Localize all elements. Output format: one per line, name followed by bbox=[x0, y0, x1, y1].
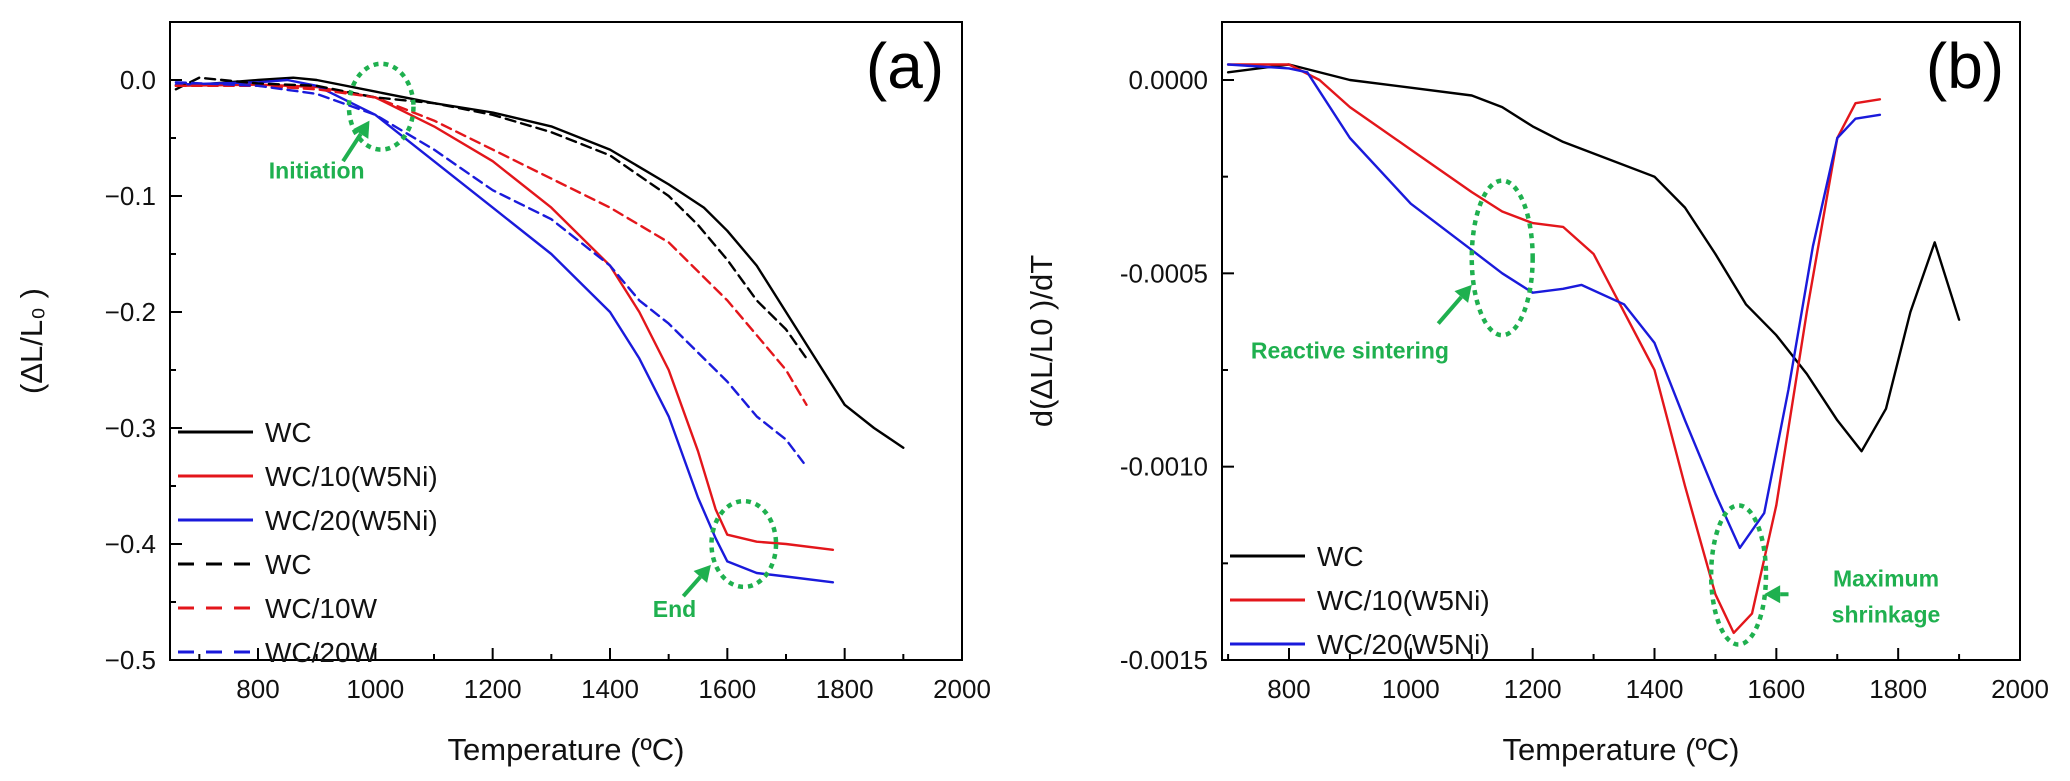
legend-label: WC/20(W5Ni) bbox=[1317, 629, 1490, 660]
y-axis-title: (ΔL/L₀ ) bbox=[14, 288, 49, 394]
annotation-arrow bbox=[681, 575, 702, 598]
annotation-label: End bbox=[653, 596, 696, 622]
series-line-wc-20-w5ni- bbox=[174, 78, 835, 584]
plot-frame bbox=[169, 21, 963, 661]
highlight-ellipse bbox=[709, 498, 779, 590]
y-tick-label: -0.0010 bbox=[1120, 452, 1208, 482]
annotation-arrowhead bbox=[1764, 585, 1781, 604]
legend-label: WC bbox=[265, 549, 312, 580]
y-tick-label: -0.0015 bbox=[1120, 645, 1208, 675]
y-tick-label: 0.0 bbox=[120, 65, 156, 95]
series-line-wc-10w-dashed bbox=[174, 84, 808, 406]
legend: WC WC/10(W5Ni) WC/20(W5Ni) WC WC/10W WC/20W bbox=[178, 417, 438, 668]
x-tick-label: 2000 bbox=[933, 674, 991, 704]
x-tick-label: 1800 bbox=[816, 674, 874, 704]
annotation-label: Reactive sintering bbox=[1251, 337, 1449, 363]
legend-label: WC/20(W5Ni) bbox=[265, 505, 438, 536]
legend: WC WC/10(W5Ni) WC/20(W5Ni) bbox=[1230, 541, 1490, 660]
series-line-wc-20w-dashed bbox=[174, 81, 805, 464]
plot-frame bbox=[1221, 21, 2021, 661]
annotation-label: Initiation bbox=[269, 158, 365, 184]
legend-label: WC/20W bbox=[265, 637, 378, 668]
annotation-arrowhead bbox=[353, 120, 370, 139]
x-tick-label: 1400 bbox=[581, 674, 639, 704]
series-line-wc-dashed bbox=[174, 76, 808, 360]
panel-label: (a) bbox=[866, 30, 944, 102]
x-tick-label: 1200 bbox=[1504, 674, 1562, 704]
annotation-reactive-sintering: Reactive sintering bbox=[1251, 178, 1535, 363]
y-tick-label: −0.2 bbox=[105, 297, 156, 327]
x-tick-label: 1000 bbox=[1382, 674, 1440, 704]
y-tick-label: −0.5 bbox=[105, 645, 156, 675]
highlight-ellipse bbox=[1708, 503, 1769, 647]
x-tick-label: 1600 bbox=[1747, 674, 1805, 704]
y-tick-label: -0.0005 bbox=[1120, 258, 1208, 288]
series-group bbox=[174, 76, 905, 584]
y-tick-label: −0.3 bbox=[105, 413, 156, 443]
chart-panel-b: 800 1000 1200 1400 1600 1800 2000 0.0000 -0.0005… bbox=[1024, 21, 2049, 767]
series-line-wc bbox=[1226, 63, 1961, 453]
x-tick-label: 1000 bbox=[346, 674, 404, 704]
series-line-wc-20-w5ni- bbox=[1226, 63, 1882, 550]
x-tick-label: 1800 bbox=[1869, 674, 1927, 704]
legend-label: WC/10W bbox=[265, 593, 378, 624]
x-tick-label: 1600 bbox=[698, 674, 756, 704]
highlight-ellipse bbox=[1469, 178, 1535, 338]
x-axis-title: Temperature (ºC) bbox=[448, 732, 685, 767]
annotation-arrowhead bbox=[1454, 284, 1472, 303]
annotation-arrow bbox=[1436, 295, 1463, 325]
x-tick-label: 1400 bbox=[1626, 674, 1684, 704]
annotation-end: End bbox=[653, 498, 779, 622]
series-group bbox=[1226, 63, 1961, 635]
y-tick-label: −0.1 bbox=[105, 181, 156, 211]
series-line-wc bbox=[174, 76, 905, 449]
annotation-arrow bbox=[341, 132, 363, 163]
panel-label: (b) bbox=[1926, 30, 2004, 102]
y-tick-label: 0.0000 bbox=[1128, 65, 1208, 95]
x-axis-title: Temperature (ºC) bbox=[1503, 732, 1740, 767]
y-tick-label: −0.4 bbox=[105, 529, 156, 559]
legend-label: WC bbox=[265, 417, 312, 448]
chart-panel-a: 800 1000 1200 1400 1600 1800 2000 0.0 −0.1 −0.2 −0… bbox=[14, 21, 991, 767]
x-tick-label: 2000 bbox=[1991, 674, 2049, 704]
annotation-label: Maximum shrinkage bbox=[1832, 566, 1941, 628]
series-line-wc-10-w5ni- bbox=[1226, 63, 1882, 635]
x-tick-label: 800 bbox=[236, 674, 279, 704]
legend-label: WC/10(W5Ni) bbox=[265, 461, 438, 492]
legend-label: WC/10(W5Ni) bbox=[1317, 585, 1490, 616]
annotation-initiation: Initiation bbox=[269, 61, 416, 184]
annotation-maximum-shrinkage: Maximum shrinkage bbox=[1708, 503, 1941, 647]
x-tick-label: 1200 bbox=[464, 674, 522, 704]
x-tick-label: 800 bbox=[1267, 674, 1310, 704]
annotation-arrowhead bbox=[693, 564, 711, 583]
legend-label: WC bbox=[1317, 541, 1364, 572]
y-axis-title: d(ΔL/L0 )/dT bbox=[1024, 255, 1059, 427]
